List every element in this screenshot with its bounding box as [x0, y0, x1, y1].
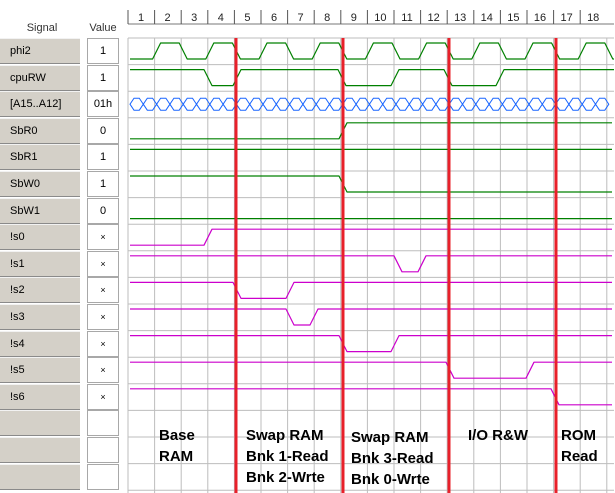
time-ruler-label: 16	[534, 12, 546, 24]
s0-select-trace	[130, 228, 612, 246]
time-ruler-label: 14	[481, 12, 493, 24]
signal-name-label[interactable]: !s1	[0, 250, 80, 277]
time-ruler-label: 9	[351, 12, 357, 24]
signal-value-cell: ×	[87, 304, 119, 330]
signal-name-label[interactable]: !s5	[0, 357, 80, 384]
signal-name-label[interactable]: !s0	[0, 224, 80, 251]
signal-name-label[interactable]: !s6	[0, 383, 80, 410]
signal-value-cell: 0	[87, 117, 119, 144]
time-ruler-label: 15	[507, 12, 519, 24]
cpurw-trace	[130, 69, 614, 87]
empty-signal-row	[0, 437, 80, 463]
phi2-trace	[130, 42, 614, 60]
signal-name-label[interactable]: !s4	[0, 330, 80, 357]
s5-select-trace	[130, 361, 612, 379]
s2-select-trace	[130, 281, 612, 299]
signal-value-cell: ×	[87, 330, 119, 357]
time-ruler-label: 3	[191, 12, 197, 24]
time-ruler-label: 8	[324, 12, 330, 24]
signal-name-label[interactable]: cpuRW	[0, 64, 80, 91]
signal-value-cell: ×	[87, 250, 119, 277]
time-ruler-label: 12	[427, 12, 439, 24]
empty-value-cell	[87, 410, 119, 437]
time-ruler-label: 6	[271, 12, 277, 24]
s4-select-trace	[130, 335, 612, 353]
signal-name-label[interactable]: SbW1	[0, 197, 80, 224]
annotation-io-rw: I/O R&W	[468, 427, 528, 444]
annotation-swap-ram-bank1: Swap RAM Bnk 1-Read Bnk 2-Wrte	[246, 427, 329, 486]
signal-value-cell: ×	[87, 357, 119, 384]
s1-select-trace	[130, 255, 612, 273]
signal-value-cell: ×	[87, 277, 119, 304]
sbw0-trace	[130, 175, 612, 193]
signal-value-cell: 1	[87, 38, 119, 64]
annotation-rom-read: ROM Read	[561, 427, 598, 465]
signal-value-cell: 1	[87, 171, 119, 197]
time-ruler-label: 5	[244, 12, 250, 24]
signal-name-label[interactable]: SbR0	[0, 117, 80, 144]
time-ruler-label: 11	[401, 12, 412, 24]
empty-signal-row	[0, 463, 80, 490]
signal-name-label[interactable]: !s2	[0, 277, 80, 304]
empty-signal-row	[0, 410, 80, 437]
signal-name-label[interactable]: SbW0	[0, 171, 80, 197]
value-column-header: Value	[89, 22, 117, 34]
time-ruler-label: 17	[560, 12, 572, 24]
time-ruler-label: 1	[138, 12, 144, 24]
s3-select-trace	[130, 308, 612, 326]
signal-name-label[interactable]: SbR1	[0, 144, 80, 171]
signal-name-label[interactable]: phi2	[0, 38, 80, 64]
signal-value-cell: 0	[87, 197, 119, 224]
time-ruler-label: 13	[454, 12, 466, 24]
sbr0-trace	[130, 122, 612, 140]
signal-value-cell: ×	[87, 224, 119, 251]
s6-select-trace	[130, 388, 612, 406]
time-ruler-label: 7	[298, 12, 304, 24]
annotation-base-ram: Base RAM	[159, 427, 195, 465]
time-ruler-label: 10	[374, 12, 386, 24]
time-ruler-label: 4	[218, 12, 224, 24]
signal-value-cell: 01h	[87, 91, 119, 118]
signal-name-label[interactable]: !s3	[0, 304, 80, 330]
time-ruler-label: 18	[587, 12, 599, 24]
signal-name-label[interactable]: [A15..A12]	[0, 91, 80, 118]
signal-value-cell: 1	[87, 144, 119, 171]
signal-value-cell: 1	[87, 64, 119, 91]
annotation-swap-ram-bank3: Swap RAM Bnk 3-Read Bnk 0-Wrte	[351, 429, 434, 488]
time-ruler-label: 2	[165, 12, 171, 24]
empty-value-cell	[87, 463, 119, 490]
signal-value-cell: ×	[87, 383, 119, 410]
signal-column-header: Signal	[26, 22, 58, 34]
address-bus-trace	[129, 97, 610, 111]
empty-value-cell	[87, 437, 119, 463]
